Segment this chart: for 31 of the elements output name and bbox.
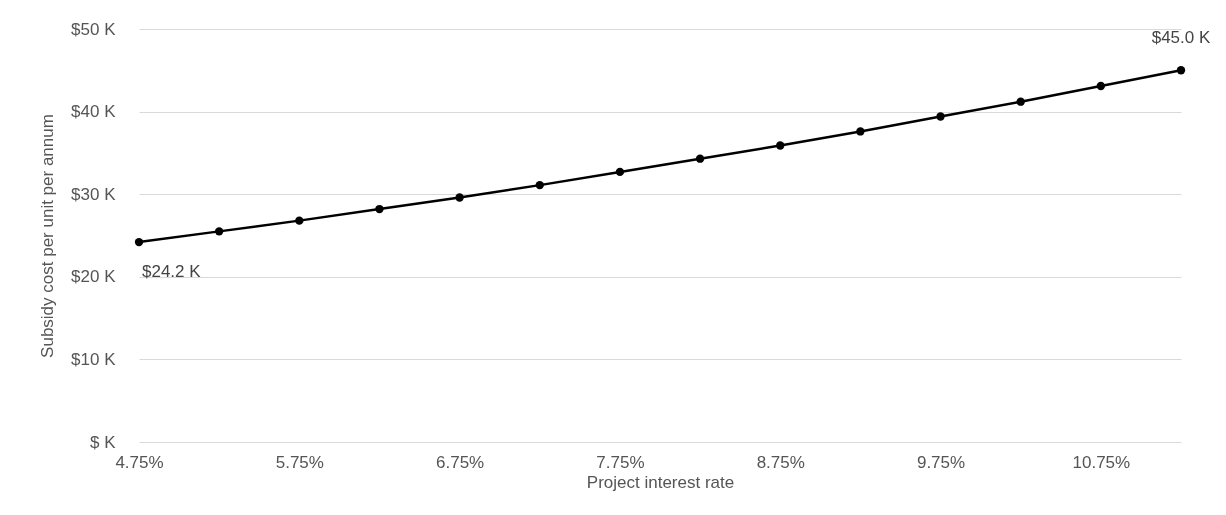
point — [856, 127, 865, 136]
point — [695, 154, 705, 163]
point — [134, 237, 144, 247]
y-tick-label: $ K — [89, 432, 117, 452]
x-axis-title: Project interest rate — [586, 472, 735, 492]
point — [214, 227, 224, 236]
y-tick-label: $50 K — [71, 19, 117, 39]
point — [776, 141, 785, 150]
x-tick-label: 8.75% — [756, 452, 805, 472]
point — [375, 204, 384, 214]
x-tick-label: 6.75% — [436, 452, 485, 472]
point — [1096, 81, 1106, 91]
point — [455, 193, 464, 202]
data-label: $45.0 K — [1151, 28, 1211, 48]
point — [936, 112, 945, 121]
x-tick-label: 9.75% — [916, 452, 966, 472]
x-tick-label: 10.75% — [1072, 452, 1131, 472]
x-tick-label: 5.75% — [275, 452, 324, 472]
data-label: $24.2 K — [142, 262, 202, 282]
y-tick-label: $20 K — [71, 267, 117, 287]
point — [615, 167, 625, 177]
x-tick-label: 7.75% — [596, 452, 645, 472]
point — [1016, 97, 1025, 106]
point — [535, 180, 544, 190]
point — [1176, 66, 1186, 75]
y-tick-label: $10 K — [71, 349, 117, 369]
y-tick-label: $30 K — [71, 184, 117, 204]
y-tick-label: $40 K — [71, 102, 117, 122]
point — [295, 216, 304, 225]
y-axis-title: Subsidy cost per unit per annum — [38, 114, 58, 358]
x-tick-label: 4.75% — [115, 452, 164, 472]
